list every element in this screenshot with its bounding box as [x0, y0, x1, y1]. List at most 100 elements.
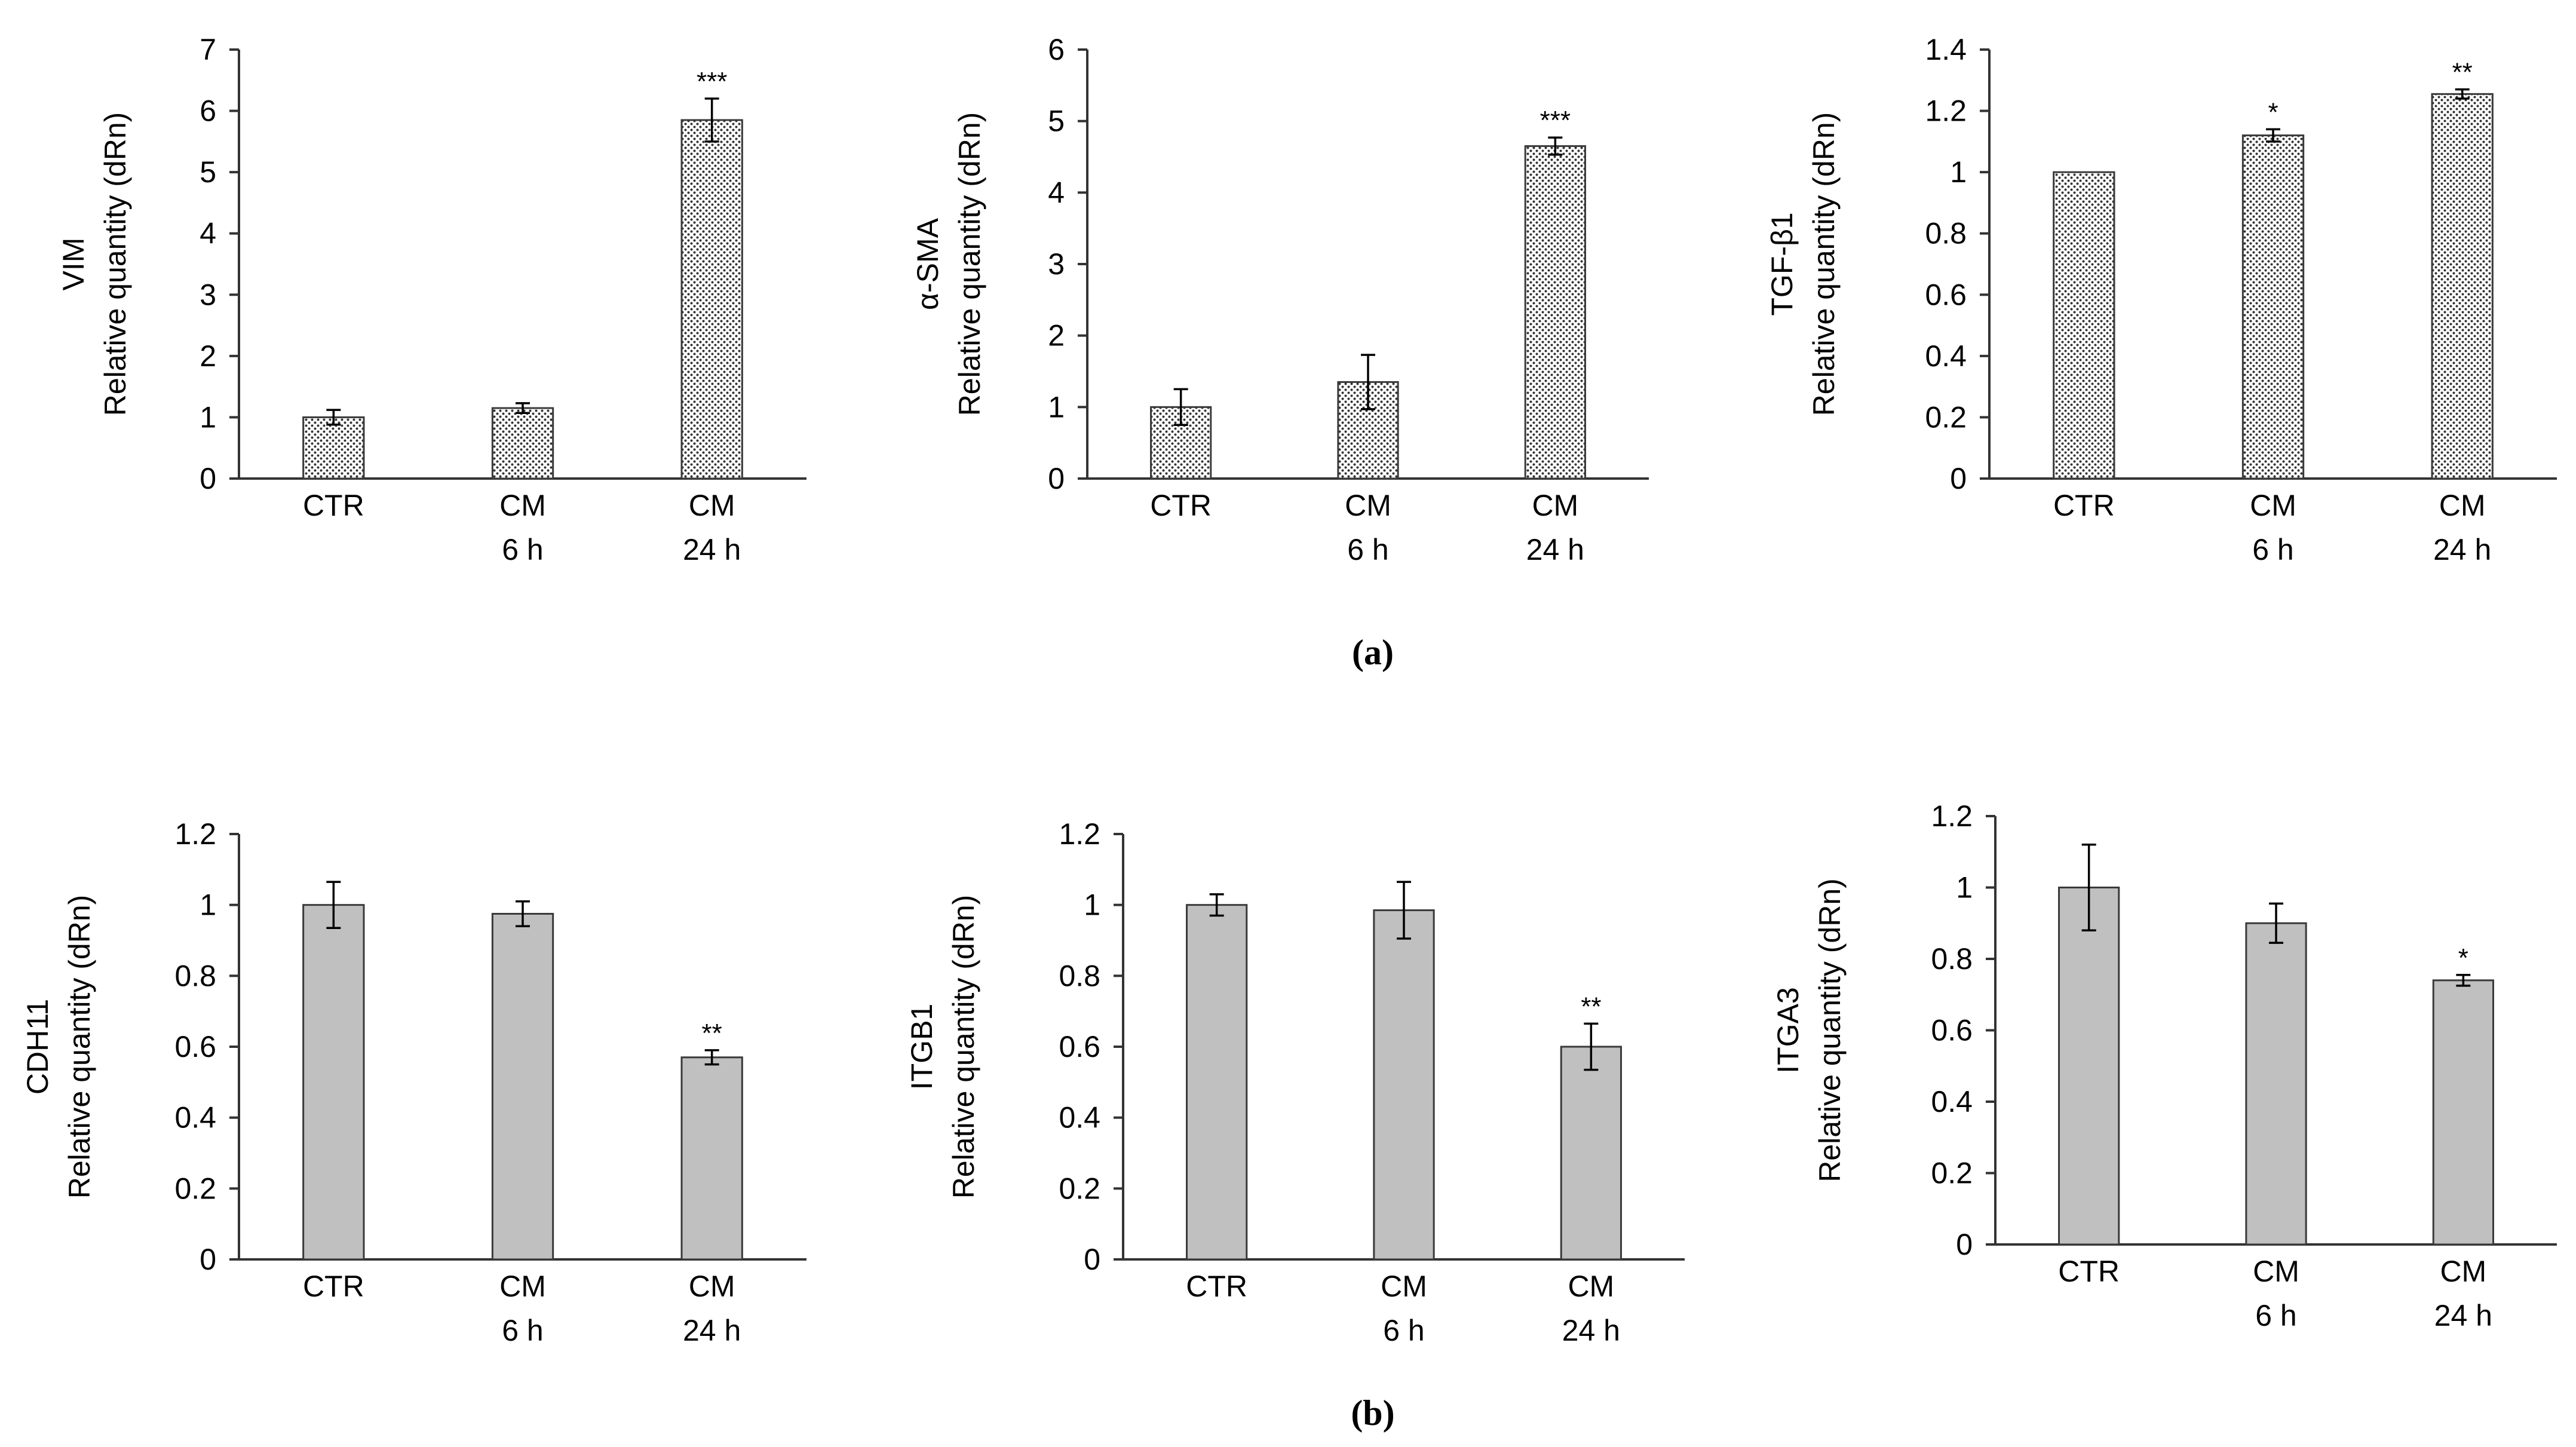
x-tick-label: CM	[2440, 1255, 2486, 1288]
y-axis-label: Relative quantity (dRn)	[947, 895, 980, 1199]
bar	[303, 905, 364, 1259]
significance-label: **	[2452, 58, 2473, 87]
x-tick-label: 24 h	[683, 1314, 741, 1347]
x-tick-label: CM	[1532, 489, 1578, 522]
y-tick-label: 2	[200, 339, 216, 373]
x-tick-label: 6 h	[502, 533, 544, 566]
y-tick-label: 3	[1048, 247, 1065, 281]
y-tick-label: 1.2	[1059, 817, 1100, 851]
x-tick-label: CTR	[1150, 489, 1212, 522]
bar	[492, 408, 553, 479]
y-tick-label: 2	[1048, 319, 1065, 352]
y-tick-label: 1.2	[1931, 799, 1973, 833]
y-axis-label: Relative quantity (dRn)	[63, 895, 96, 1199]
x-tick-label: 24 h	[683, 533, 741, 566]
y-tick-label: 0	[1950, 462, 1967, 495]
y-axis-label: Relative quantity (dRn)	[953, 112, 986, 416]
x-tick-label: 24 h	[1526, 533, 1584, 566]
bar	[2432, 94, 2492, 479]
y-tick-label: 0	[200, 462, 216, 495]
y-tick-label: 0.2	[1925, 400, 1967, 434]
bar	[1187, 905, 1247, 1259]
bar	[682, 120, 742, 479]
y-tick-label: 1	[1950, 155, 1967, 189]
x-tick-label: CTR	[2058, 1255, 2120, 1288]
x-tick-label: 24 h	[1562, 1314, 1620, 1347]
panel-label-a: (a)	[1352, 633, 1394, 672]
chart-itga3: 0 0.2 0.4 0.6 0.8 1 1.2 ITGA3 Relative quantity …	[1771, 799, 2557, 1332]
x-tick-label: CM	[499, 489, 546, 522]
bar	[2054, 172, 2114, 479]
y-tick-label: 7	[200, 33, 216, 66]
y-axis-gene-label: TGF-β1	[1765, 212, 1799, 315]
y-tick-label: 5	[1048, 105, 1065, 138]
x-tick-label: 6 h	[1383, 1314, 1425, 1347]
chart-tgf-1: 0 0.2 0.4 0.6 0.8 1 1.2 1.4 TGF-β1 Relative quant…	[1765, 33, 2557, 566]
y-tick-label: 0.8	[1925, 217, 1967, 250]
x-tick-label: 6 h	[1347, 533, 1389, 566]
x-tick-label: CM	[499, 1270, 546, 1303]
y-tick-label: 0.8	[1059, 959, 1100, 992]
y-tick-label: 0.2	[1931, 1157, 1973, 1190]
chart--sma: 0 1 2 3 4 5 6 α-SMA Relative quantity (dRn) CTR CM…	[911, 33, 1649, 566]
x-tick-label: 6 h	[2252, 533, 2294, 566]
y-tick-label: 0.6	[1931, 1014, 1973, 1047]
bar	[1561, 1047, 1621, 1259]
bar	[2243, 136, 2303, 479]
x-tick-label: 24 h	[2433, 533, 2491, 566]
x-tick-label: CTR	[303, 1270, 364, 1303]
significance-label: **	[1581, 992, 1601, 1021]
y-tick-label: 1.2	[1925, 94, 1967, 128]
y-axis-label: Relative quantity (dRn)	[1813, 878, 1847, 1182]
y-tick-label: 0.4	[174, 1101, 216, 1135]
x-tick-label: CTR	[2053, 489, 2115, 522]
y-tick-label: 0.4	[1931, 1085, 1973, 1118]
x-tick-label: CM	[2250, 489, 2296, 522]
significance-label: ***	[1540, 106, 1571, 135]
bar	[2059, 888, 2119, 1245]
y-tick-label: 0	[200, 1243, 216, 1276]
x-tick-label: 6 h	[502, 1314, 544, 1347]
significance-label: *	[2458, 943, 2468, 973]
bar	[492, 914, 553, 1260]
y-tick-label: 0.2	[1059, 1172, 1100, 1205]
bar	[682, 1057, 742, 1259]
y-tick-label: 0.8	[1931, 942, 1973, 976]
bar	[303, 417, 364, 479]
y-tick-label: 1	[200, 888, 216, 922]
x-tick-label: CM	[1568, 1270, 1614, 1303]
y-axis-gene-label: ITGA3	[1771, 987, 1805, 1073]
x-tick-label: CM	[2439, 489, 2486, 522]
y-tick-label: 0.2	[174, 1172, 216, 1205]
charts-layer: 0 1 2 3 4 5 6 7 VIM Relative quantity (dRn) CTR CM 6…	[21, 33, 2557, 1347]
chart-vim: 0 1 2 3 4 5 6 7 VIM Relative quantity (dRn) CTR CM 6…	[57, 33, 806, 566]
significance-label: ***	[697, 67, 727, 96]
x-tick-label: 6 h	[2255, 1299, 2297, 1332]
y-tick-label: 0.6	[1925, 278, 1967, 311]
x-tick-label: CM	[689, 1270, 735, 1303]
bar	[2246, 923, 2306, 1244]
bar	[2433, 980, 2493, 1244]
y-axis-label: Relative quantity (dRn)	[1807, 112, 1841, 416]
x-tick-label: CM	[1345, 489, 1391, 522]
chart-cdh11: 0 0.2 0.4 0.6 0.8 1 1.2 CDH11 Relative quantity …	[21, 817, 806, 1347]
y-tick-label: 0.4	[1059, 1101, 1100, 1135]
figure: 01234567VIM Relative quantity (dRn)CTR CM6…	[0, 0, 2576, 1447]
y-tick-label: 0.6	[174, 1030, 216, 1063]
y-tick-label: 0.4	[1925, 339, 1967, 373]
y-axis-gene-label: CDH11	[21, 999, 54, 1095]
x-tick-label: CM	[1381, 1270, 1427, 1303]
bar	[1525, 146, 1585, 479]
x-tick-label: 24 h	[2434, 1299, 2492, 1332]
y-tick-label: 4	[200, 217, 216, 250]
y-axis-gene-label: ITGB1	[905, 1004, 939, 1090]
significance-label: **	[702, 1019, 722, 1048]
y-axis-gene-label: α-SMA	[911, 217, 944, 310]
y-tick-label: 1.2	[174, 817, 216, 851]
x-tick-label: CM	[689, 489, 735, 522]
y-axis-label: Relative quantity (dRn)	[99, 112, 132, 416]
y-tick-label: 5	[200, 155, 216, 189]
y-tick-label: 0	[1048, 462, 1065, 495]
x-tick-label: CTR	[303, 489, 364, 522]
y-tick-label: 4	[1048, 176, 1065, 209]
